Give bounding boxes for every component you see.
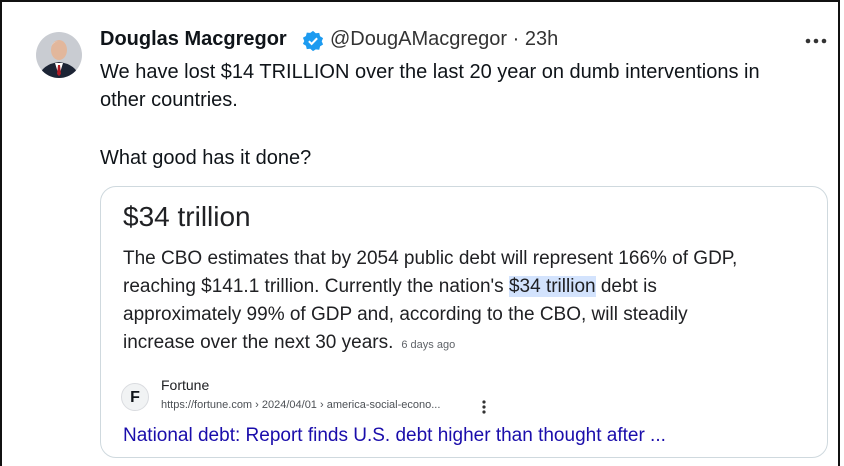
page: Douglas Macgregor @DougAMacgregor · 23h … [0, 0, 844, 466]
tweet-text: We have lost $14 TRILLION over the last … [100, 61, 760, 84]
tweet-text: What good has it done? [100, 147, 311, 170]
url: https://fortune.com › 2024/04/01 › ameri… [161, 399, 440, 411]
snippet-line: reaching $141.1 trillion. Currently the … [123, 276, 657, 298]
card-heading: $34 trillion [123, 201, 251, 233]
time[interactable]: 23h [525, 28, 558, 50]
link-card[interactable]: $34 trillion The CBO estimates that by 2… [100, 186, 828, 458]
handle-line: @DougAMacgregor · 23h [330, 28, 558, 51]
snippet: debt is [596, 276, 657, 297]
snippet: The CBO estimates that by 2054 public de… [123, 248, 737, 270]
separator: · [513, 28, 520, 50]
snippet: reaching $141.1 trillion. Currently the … [123, 276, 509, 297]
snippet: approximately 99% of GDP and, according … [123, 304, 688, 326]
favicon: F [121, 383, 149, 411]
link-title[interactable]: National debt: Report finds U.S. debt hi… [123, 425, 666, 447]
source-menu[interactable] [481, 399, 487, 415]
author-name[interactable]: Douglas Macgregor [100, 28, 287, 51]
verified-badge [302, 30, 324, 52]
source[interactable]: Fortune [161, 377, 209, 393]
highlight: $34 trillion [509, 276, 596, 297]
snippet-line: increase over the next 30 years. 6 days a… [123, 332, 455, 354]
tweet-text: other countries. [100, 89, 238, 112]
avatar[interactable] [36, 32, 82, 78]
snippet: increase over the next 30 years. [123, 332, 393, 353]
handle[interactable]: @DougAMacgregor [330, 28, 507, 50]
more-button[interactable] [804, 37, 828, 45]
age: 6 days ago [401, 339, 455, 351]
